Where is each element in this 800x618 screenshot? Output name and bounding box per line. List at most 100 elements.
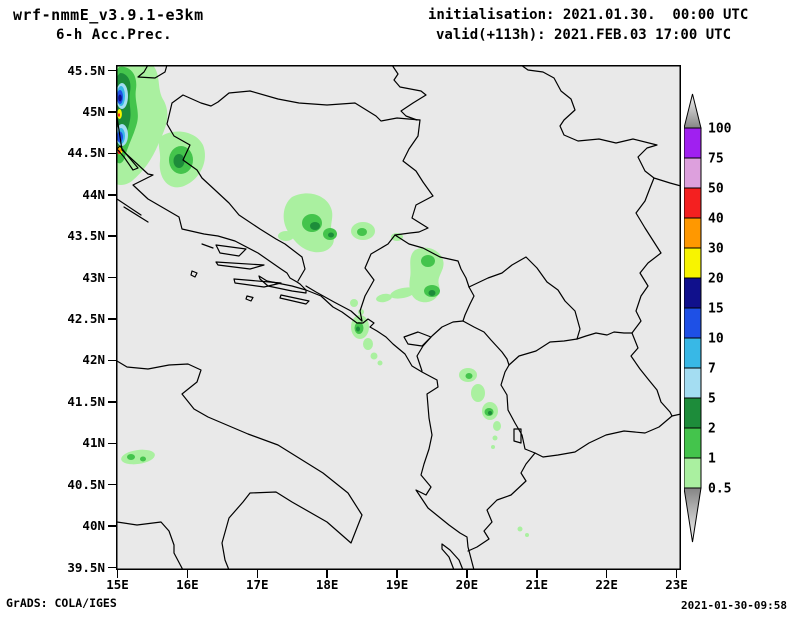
colorbar-tick-label: 2 [708, 422, 716, 437]
lat-tick [108, 235, 116, 237]
island-pag [116, 145, 139, 171]
colorbar-segment [684, 247, 702, 279]
lon-tick [536, 570, 538, 578]
lon-tick [675, 570, 678, 578]
precip-level-15mm [118, 94, 122, 102]
lon-tick-label: 21E [525, 577, 549, 592]
border-montenegro-serbia [394, 234, 470, 288]
lat-tick [108, 401, 116, 403]
colorbar-tick-label: 15 [708, 302, 724, 317]
border-croatia-bosnia [166, 90, 363, 322]
lon-tick [116, 570, 119, 578]
colorbar-arrow-under-min [684, 487, 702, 543]
colorbar-tick-label: 20 [708, 272, 724, 287]
island-corfu [441, 543, 464, 570]
colorbar-tick-label: 5 [708, 392, 716, 407]
colorbar-tick-label: 30 [708, 242, 724, 257]
lat-tick [108, 566, 116, 569]
border-albania-greece [467, 452, 536, 552]
lon-tick-label: 22E [595, 577, 618, 592]
lon-tick [326, 570, 328, 578]
lon-tick [466, 570, 468, 578]
coastlines-and-borders [116, 65, 681, 570]
lon-tick-label: 19E [385, 577, 409, 592]
lat-tick-label: 40.5N [67, 476, 105, 492]
lon-tick-label: 15E [106, 577, 129, 592]
border-serbia-macedonia [576, 331, 633, 340]
border-kosovo-serbia [468, 256, 581, 340]
lat-tick-label: 44.5N [67, 145, 105, 161]
coastline-italy-tyrrhenian [116, 521, 184, 570]
colorbar-tick-label: 40 [708, 212, 724, 227]
colorbar-tick-label: 7 [708, 362, 716, 377]
lat-tick-label: 41.5N [67, 393, 105, 409]
lon-tick-label: 18E [315, 577, 339, 592]
colorbar-tick-label: 1 [708, 452, 716, 467]
lat-tick-label: 42.5N [67, 311, 105, 326]
product-title: 6-h Acc.Prec. [56, 27, 173, 43]
lon-tick-label: 20E [455, 577, 479, 592]
valid-time-label: valid(+113h): 2021.FEB.03 17:00 UTC [436, 27, 732, 43]
border-sava-croatia-bosnia [249, 90, 421, 122]
lat-tick-label: 40N [82, 518, 105, 534]
model-title: wrf-nmmE_v3.9.1-e3km [13, 6, 204, 24]
border-bosnia-serbia-drina [394, 119, 434, 236]
lon-tick-label: 23E [665, 577, 688, 592]
colorbar-tick-label: 100 [708, 122, 732, 137]
lat-tick [108, 69, 116, 72]
border-montenegro-albania [416, 320, 464, 372]
colorbar-arrow-over-max [684, 93, 702, 129]
lat-tick-label: 39.5N [67, 559, 105, 575]
creation-timestamp: 2021-01-30-09:58 [681, 599, 787, 612]
lat-tick-label: 44N [82, 186, 105, 202]
colorbar-segment [684, 337, 702, 369]
init-time-label: initialisation: 2021.01.30. 00:00 UTC [428, 7, 749, 23]
border-croatia-serbia [391, 65, 427, 121]
island-mljet [279, 294, 310, 305]
colorbar-segment [684, 157, 702, 189]
colorbar-segment [684, 277, 702, 309]
lon-tick-label: 16E [176, 577, 199, 592]
lat-tick [108, 194, 116, 196]
island-brac [215, 244, 247, 257]
lon-tick [396, 570, 398, 578]
colorbar-segment [684, 217, 702, 249]
colorbar-tick-label: 0.5 [708, 482, 731, 497]
lat-tick-label: 43N [82, 269, 105, 285]
border-serbia-romania-danube [520, 65, 681, 187]
colorbar-segment [684, 187, 702, 219]
lat-tick [108, 111, 116, 113]
lat-tick-label: 43.5N [67, 228, 105, 244]
lat-tick-label: 42N [82, 352, 105, 368]
colorbar-tick-label: 75 [708, 152, 724, 167]
border-macedonia-bulgaria [630, 332, 673, 417]
coastline-adriatic-east [116, 116, 475, 570]
colorbar-segment [684, 427, 702, 459]
map-plot [116, 65, 681, 570]
island-lastovo [245, 295, 254, 302]
lake-ohrid [513, 428, 522, 444]
colorbar-tick-label: 50 [708, 182, 724, 197]
lake-skadar [403, 331, 432, 347]
border-slovenia-croatia [137, 65, 168, 79]
lat-tick-label: 45N [82, 103, 105, 119]
island-vis [190, 270, 198, 278]
colorbar-tick-label: 10 [708, 332, 724, 347]
colorbar-segment [684, 397, 702, 429]
islands-zadar-slivers [116, 198, 149, 223]
map-frame [116, 65, 681, 570]
colorbar-segment [684, 127, 702, 159]
coastline-italy-adriatic [116, 360, 363, 570]
border-serbia-bulgaria [631, 177, 662, 334]
island-hvar [215, 261, 265, 270]
peninsula-peljesac [258, 275, 307, 294]
lon-tick-label: 17E [245, 577, 269, 592]
border-kosovo-albania [462, 320, 510, 366]
lat-tick [108, 442, 116, 444]
lat-tick [108, 525, 116, 527]
border-macedonia-greece [534, 415, 673, 458]
lon-tick [256, 570, 258, 578]
colorbar-segment [684, 457, 702, 489]
